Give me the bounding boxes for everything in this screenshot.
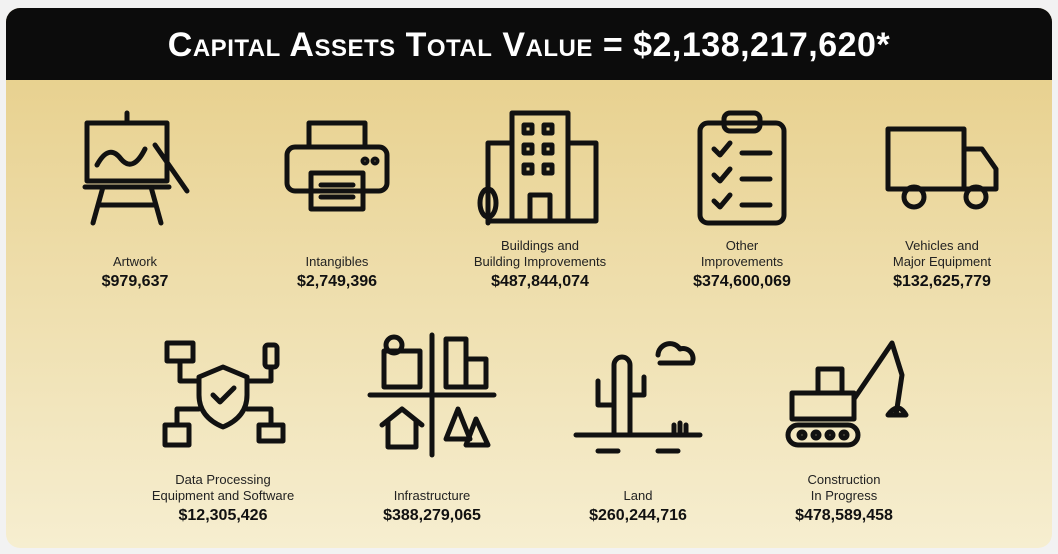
item-label: Building Improvements (474, 254, 607, 269)
item-value: $478,589,458 (795, 507, 893, 524)
item-value: $132,625,779 (893, 273, 991, 290)
item-label: Buildings and (501, 238, 579, 253)
item-label: In Progress (811, 488, 878, 503)
item-label: Equipment and Software (152, 488, 294, 503)
item-value: $388,279,065 (383, 507, 481, 524)
header-band (6, 8, 1052, 80)
item-label: Data Processing (175, 472, 270, 487)
item-label: Major Equipment (893, 254, 992, 269)
item-label: Infrastructure (394, 488, 471, 503)
item-value: $2,749,396 (297, 273, 377, 290)
item-label: Vehicles and (905, 238, 979, 253)
item-label: Improvements (701, 254, 784, 269)
icon-checklist (697, 110, 787, 226)
item-value: $12,305,426 (179, 507, 268, 524)
item-label: Artwork (113, 254, 158, 269)
icon-intangibles (284, 120, 390, 212)
icon-excavator (785, 340, 909, 448)
header-title: Capital Assets Total Value = $2,138,217,… (168, 26, 891, 64)
icon-data (162, 340, 286, 448)
item-value: $260,244,716 (589, 507, 687, 524)
item-value: $374,600,069 (693, 273, 791, 290)
item-label: Intangibles (306, 254, 369, 269)
item-value: $487,844,074 (491, 273, 589, 290)
icon-buildings (477, 110, 599, 226)
icon-truck (885, 126, 999, 210)
item-value: $979,637 (102, 273, 169, 290)
item-label: Other (726, 238, 759, 253)
item-label: Construction (808, 472, 881, 487)
item-label: Land (624, 488, 653, 503)
icon-artwork (82, 110, 190, 226)
icon-infrastructure (367, 332, 497, 458)
icon-land (573, 341, 703, 454)
